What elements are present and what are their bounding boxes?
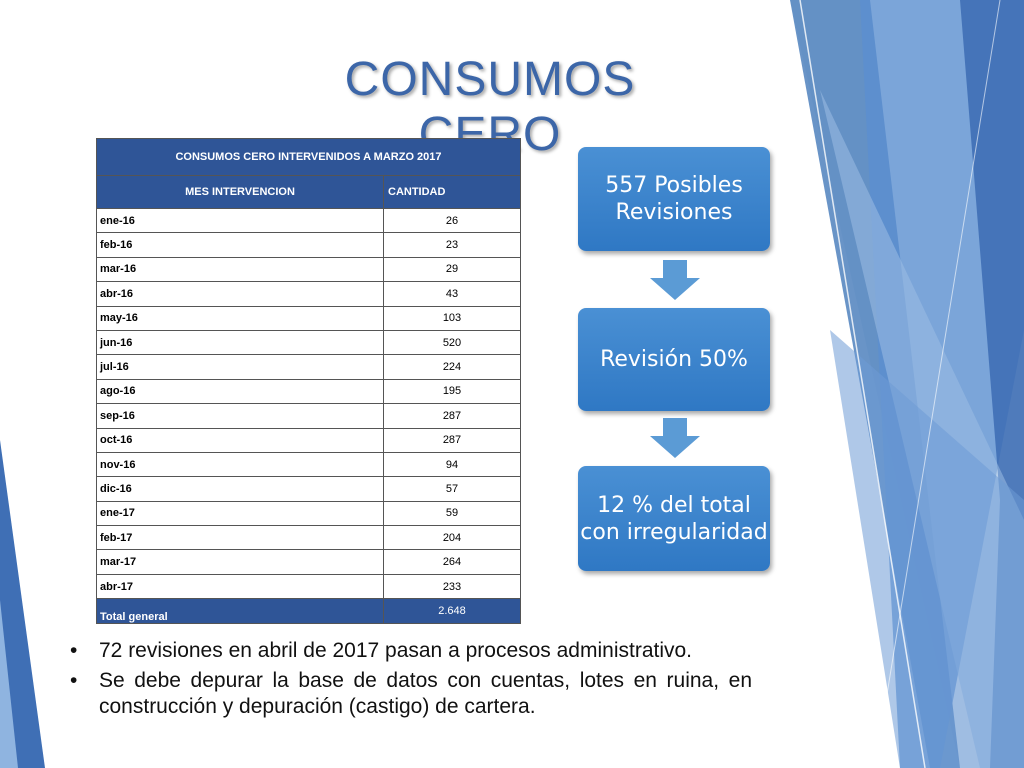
flow-step-label: Revisión 50%	[600, 347, 748, 372]
bullet-icon: •	[70, 639, 78, 662]
table-row: ene-16 26	[96, 207, 521, 234]
down-arrow-icon	[650, 418, 700, 458]
cell-cantidad: 287	[383, 427, 521, 453]
cell-mes: sep-16	[96, 403, 384, 429]
cell-cantidad: 94	[383, 451, 521, 478]
cell-mes: jun-16	[96, 329, 384, 356]
cell-cantidad: 195	[383, 378, 521, 405]
table-row: oct-16 287	[96, 427, 521, 453]
cell-mes: ene-16	[96, 207, 384, 234]
cell-cantidad: 26	[383, 207, 521, 234]
flow-step-revision: Revisión 50%	[578, 308, 770, 411]
cell-cantidad: 43	[383, 281, 521, 307]
cell-cantidad: 57	[383, 476, 521, 502]
table-row: abr-17 233	[96, 573, 521, 600]
cell-cantidad: 204	[383, 525, 521, 551]
cell-mes: mar-16	[96, 256, 384, 283]
table-row: nov-16 94	[96, 451, 521, 478]
column-header-mes: MES INTERVENCION	[96, 175, 384, 209]
cell-mes: dic-16	[96, 476, 384, 502]
table-row: jul-16 224	[96, 354, 521, 380]
table-row: feb-16 23	[96, 232, 521, 258]
cell-mes: ago-16	[96, 378, 384, 405]
cell-mes: abr-16	[96, 281, 384, 307]
table-row: jun-16 520	[96, 329, 521, 356]
cell-mes: ene-17	[96, 500, 384, 527]
down-arrow-icon	[650, 260, 700, 300]
table-row: abr-16 43	[96, 281, 521, 307]
cell-mes: feb-16	[96, 232, 384, 258]
cell-cantidad: 233	[383, 573, 521, 600]
cell-cantidad: 59	[383, 500, 521, 527]
cell-cantidad: 103	[383, 305, 521, 331]
cell-cantidad: 23	[383, 232, 521, 258]
cell-mes: jul-16	[96, 354, 384, 380]
cell-cantidad: 287	[383, 403, 521, 429]
cell-cantidad: 520	[383, 329, 521, 356]
cell-mes: may-16	[96, 305, 384, 331]
cell-mes: feb-17	[96, 525, 384, 551]
bullet-item: • 72 revisiones en abril de 2017 pasan a …	[70, 638, 752, 664]
bullet-icon: •	[70, 669, 78, 692]
table-row: mar-16 29	[96, 256, 521, 283]
total-label: Total general	[96, 598, 384, 625]
consumos-table: CONSUMOS CERO INTERVENIDOS A MARZO 2017 …	[96, 138, 521, 625]
column-header-cantidad: CANTIDAD	[383, 175, 521, 209]
table-row: ago-16 195	[96, 378, 521, 405]
bullet-text: Se debe depurar la base de datos con cue…	[99, 669, 752, 718]
cell-mes: oct-16	[96, 427, 384, 453]
cell-mes: nov-16	[96, 451, 384, 478]
cell-cantidad: 224	[383, 354, 521, 380]
table-row: feb-17 204	[96, 525, 521, 551]
table-row: sep-16 287	[96, 403, 521, 429]
bullet-text: 72 revisiones en abril de 2017 pasan a p…	[99, 639, 693, 662]
table-caption: CONSUMOS CERO INTERVENIDOS A MARZO 2017	[96, 138, 521, 176]
cell-mes: mar-17	[96, 549, 384, 575]
flow-step-posibles-revisiones: 557 Posibles Revisiones	[578, 147, 770, 251]
flow-step-label: 557 Posibles Revisiones	[605, 173, 743, 225]
cell-mes: abr-17	[96, 573, 384, 600]
table-row: ene-17 59	[96, 500, 521, 527]
bullet-list: • 72 revisiones en abril de 2017 pasan a …	[70, 638, 752, 724]
flow-step-label: 12 % del total con irregularidad	[580, 492, 768, 545]
total-row: Total general 2.648	[96, 598, 521, 625]
table-row: may-16 103	[96, 305, 521, 331]
table-row: dic-16 57	[96, 476, 521, 502]
total-value: 2.648	[383, 598, 521, 625]
cell-cantidad: 29	[383, 256, 521, 283]
flow-step-irregularidad: 12 % del total con irregularidad	[578, 466, 770, 571]
table-row: mar-17 264	[96, 549, 521, 575]
cell-cantidad: 264	[383, 549, 521, 575]
bullet-item: • Se debe depurar la base de datos con cu…	[70, 668, 752, 720]
